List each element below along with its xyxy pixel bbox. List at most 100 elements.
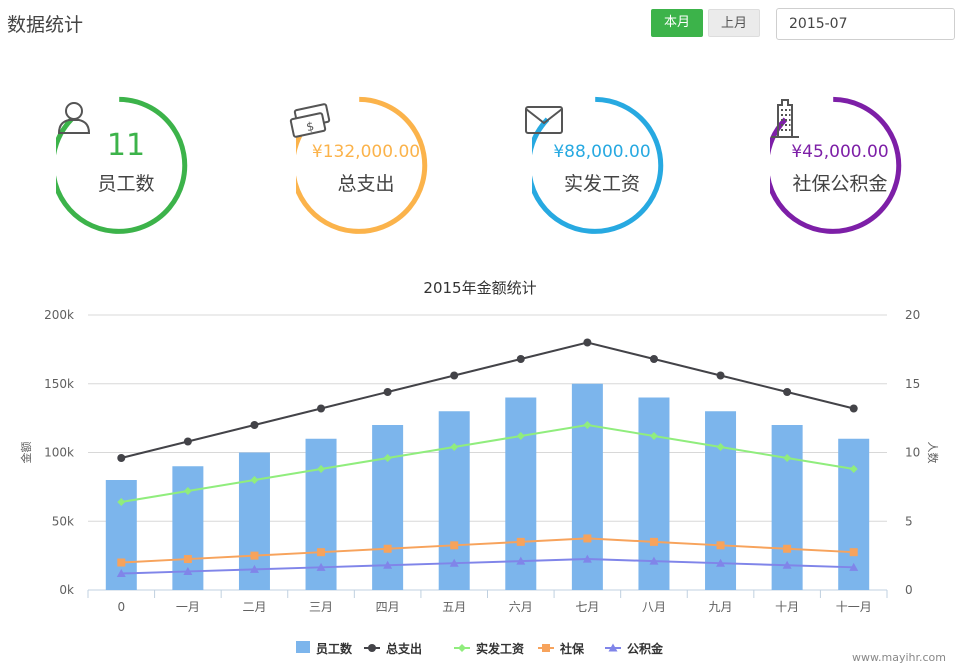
- data-point[interactable]: [516, 537, 525, 546]
- y-tick-label: 200k: [44, 308, 74, 322]
- y-axis-title: 金额: [19, 442, 33, 464]
- data-point[interactable]: [516, 556, 526, 565]
- data-point[interactable]: [849, 562, 859, 571]
- data-point[interactable]: [608, 643, 618, 652]
- data-point[interactable]: [716, 443, 725, 451]
- data-point[interactable]: [716, 541, 725, 550]
- data-point[interactable]: [583, 338, 592, 347]
- data-point[interactable]: [116, 569, 126, 577]
- y-tick-label: 150k: [44, 377, 74, 391]
- x-tick-label: 四月: [376, 600, 400, 614]
- data-point[interactable]: [649, 355, 658, 363]
- data-point[interactable]: [450, 371, 459, 380]
- stat-label: 社保公积金: [792, 173, 888, 195]
- y2-tick-label: 15: [905, 377, 920, 391]
- data-point[interactable]: [383, 544, 392, 553]
- chart-svg: 2015年金额统计 0k 0 50k 5 100k 10 150k 15 200k 20 金额 人数 0 一…: [19, 279, 939, 656]
- data-point[interactable]: [449, 558, 459, 567]
- data-point[interactable]: [649, 556, 659, 565]
- building-icon: [771, 99, 799, 138]
- y-tick-label: 50k: [52, 514, 74, 528]
- data-point[interactable]: [117, 558, 126, 567]
- svg-text:$: $: [305, 119, 315, 134]
- data-point[interactable]: [783, 544, 792, 553]
- stat-actual-salary: ¥88,000.00 实发工资: [525, 95, 672, 235]
- data-point[interactable]: [783, 388, 792, 396]
- data-point[interactable]: [316, 562, 326, 571]
- data-point[interactable]: [583, 534, 592, 543]
- x-tick-label: 九月: [709, 600, 733, 614]
- data-point[interactable]: [383, 388, 392, 396]
- tab-current-month[interactable]: 本月: [651, 9, 703, 37]
- y2-tick-label: 20: [905, 308, 920, 322]
- data-point[interactable]: [516, 432, 525, 440]
- data-point[interactable]: [249, 564, 259, 573]
- y2-tick-label: 5: [905, 514, 913, 528]
- data-point[interactable]: [183, 437, 192, 446]
- x-tick-label: 五月: [442, 600, 466, 614]
- stat-ring: [770, 96, 902, 234]
- chart-title: 2015年金额统计: [423, 279, 536, 297]
- x-tick-label: 三月: [309, 600, 333, 614]
- data-point[interactable]: [649, 432, 658, 440]
- stat-employee-count: 11 员工数: [56, 95, 196, 235]
- data-point[interactable]: [450, 541, 459, 550]
- data-point[interactable]: [716, 371, 725, 380]
- data-point[interactable]: [368, 644, 376, 652]
- x-tick-label: 七月: [575, 600, 599, 614]
- money-icon: $: [289, 103, 331, 138]
- data-point[interactable]: [383, 454, 392, 462]
- data-point[interactable]: [849, 404, 858, 413]
- data-point[interactable]: [542, 644, 550, 652]
- x-tick-label: 一月: [176, 600, 200, 614]
- series-line: [121, 423, 854, 503]
- legend-item-label: 实发工资: [476, 641, 524, 656]
- data-point[interactable]: [516, 355, 525, 363]
- legend-symbol: [296, 641, 310, 653]
- stat-value: ¥132,000.00: [311, 142, 421, 162]
- legend-item-label: 总支出: [386, 641, 422, 656]
- data-point[interactable]: [183, 487, 192, 495]
- data-point[interactable]: [117, 498, 126, 506]
- data-point[interactable]: [117, 454, 126, 462]
- series-line: [121, 537, 854, 564]
- data-point[interactable]: [458, 644, 466, 652]
- x-tick-label: 十月: [775, 600, 799, 614]
- legend-item-label: 员工数: [316, 641, 353, 656]
- legend-item-label: 公积金: [627, 641, 664, 656]
- x-tick-label: 十一月: [836, 600, 872, 614]
- stat-social-security: ¥45,000.00 社保公积金: [770, 95, 910, 235]
- data-point[interactable]: [250, 551, 259, 560]
- y2-tick-label: 10: [905, 446, 920, 460]
- data-point[interactable]: [450, 443, 459, 451]
- data-point[interactable]: [849, 548, 858, 557]
- data-point[interactable]: [250, 421, 259, 429]
- series-line: [121, 558, 854, 575]
- data-point[interactable]: [383, 560, 393, 569]
- data-point[interactable]: [649, 537, 658, 546]
- data-point[interactable]: [317, 465, 326, 473]
- stat-label: 实发工资: [563, 173, 640, 195]
- series-line: [121, 341, 854, 459]
- x-tick-label: 0: [117, 600, 125, 614]
- data-point[interactable]: [716, 558, 726, 567]
- legend-item-label: 社保: [559, 641, 585, 656]
- stat-total-expense: $ ¥132,000.00 总支出: [289, 95, 436, 235]
- envelope-icon: [525, 106, 563, 134]
- data-point[interactable]: [782, 560, 792, 569]
- data-point[interactable]: [783, 454, 792, 462]
- data-point[interactable]: [583, 421, 592, 429]
- data-point[interactable]: [317, 404, 326, 413]
- data-point[interactable]: [183, 555, 192, 564]
- data-point[interactable]: [849, 465, 858, 473]
- data-point[interactable]: [183, 566, 193, 575]
- stat-label: 总支出: [337, 173, 395, 195]
- y-tick-label: 100k: [44, 446, 74, 460]
- month-date-input[interactable]: [776, 8, 955, 40]
- stat-label: 员工数: [97, 173, 155, 195]
- stat-ring: [56, 96, 188, 234]
- tab-previous-month[interactable]: 上月: [708, 9, 760, 37]
- data-point[interactable]: [250, 476, 259, 484]
- data-point[interactable]: [582, 554, 592, 563]
- data-point[interactable]: [317, 548, 326, 557]
